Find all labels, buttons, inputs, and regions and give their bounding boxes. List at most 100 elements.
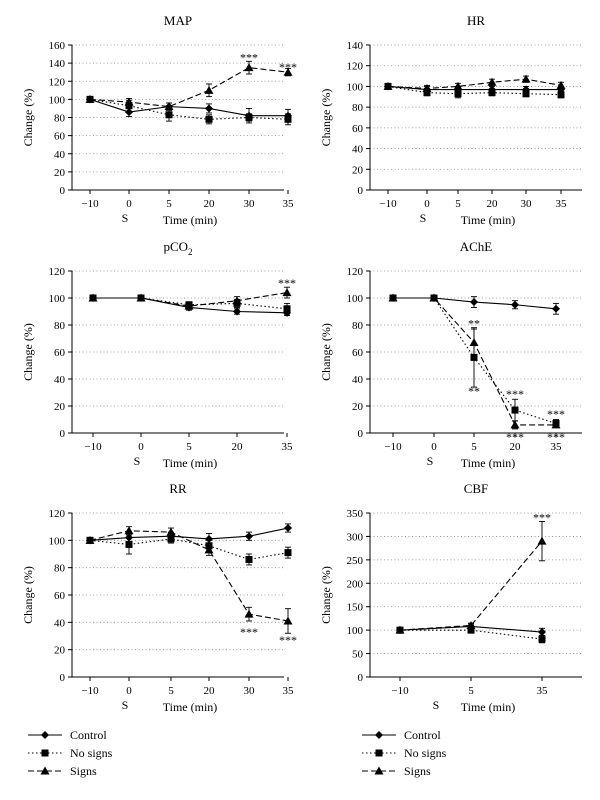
y-tick-label: 80	[54, 113, 66, 125]
x-tick-label: 20	[510, 441, 522, 453]
data-point	[283, 305, 291, 313]
data-point	[166, 527, 176, 536]
series-line	[399, 540, 543, 631]
x-tick-label: 5	[166, 198, 172, 210]
series-no-signs	[384, 82, 565, 99]
y-tick-label: 0	[60, 185, 66, 197]
legend-right: Control No signs Signs	[362, 728, 447, 778]
y-axis-label: Change (%)	[319, 89, 333, 147]
chart-title: RR	[169, 481, 187, 496]
chart-panel-rr: 0 20 40 60 80 100 120 −10 0 5 20 30 35 S Time (min) Cha…	[21, 481, 297, 714]
chart-title: CBF	[464, 481, 489, 496]
chart-title: AChE	[460, 239, 493, 254]
legend-marker	[375, 731, 383, 739]
data-point	[204, 545, 214, 554]
y-tick-label: 120	[49, 266, 66, 278]
significance-annotation: ***	[547, 407, 565, 421]
x-tick-label: −10	[391, 685, 409, 697]
y-tick-label: 100	[347, 625, 364, 637]
y-tick-label: 40	[54, 374, 66, 386]
data-point	[537, 536, 547, 545]
y-tick-label: 50	[352, 649, 364, 661]
y-axis-label: Change (%)	[21, 566, 35, 624]
legend-group: Control No signs Signs Control No signs Signs	[28, 728, 447, 778]
x-axis-label: Time (min)	[461, 213, 516, 227]
y-tick-label: 0	[60, 672, 66, 684]
data-point	[453, 81, 463, 90]
s-label: S	[420, 211, 427, 225]
data-point	[205, 115, 213, 123]
data-point	[552, 304, 560, 313]
legend-label: No signs	[404, 746, 447, 760]
data-point	[521, 74, 531, 83]
legend-label: Signs	[70, 764, 97, 778]
legend-marker	[375, 749, 383, 757]
data-point	[245, 114, 253, 121]
data-point	[395, 625, 405, 634]
significance-annotation: ***	[533, 511, 551, 525]
x-tick-label: 0	[126, 198, 132, 210]
data-point	[124, 97, 134, 106]
data-point	[85, 535, 95, 544]
s-label: S	[122, 211, 129, 225]
y-tick-label: 0	[60, 428, 66, 440]
x-axis-label: Time (min)	[461, 456, 516, 470]
data-point	[388, 293, 398, 302]
x-tick-label: 0	[431, 441, 437, 453]
data-point	[538, 628, 546, 637]
data-point	[124, 526, 134, 535]
x-tick-label: 35	[551, 441, 563, 453]
data-point	[522, 90, 530, 98]
data-point	[164, 102, 174, 111]
x-axis-label: Time (min)	[461, 700, 516, 714]
data-point	[422, 84, 432, 92]
y-axis-label: Change (%)	[319, 323, 333, 381]
legend-marker	[41, 749, 49, 757]
y-tick-label: 120	[347, 61, 364, 73]
series-line	[89, 527, 289, 541]
significance-annotation: ***	[240, 51, 258, 65]
x-tick-label: −10	[81, 685, 99, 697]
x-axis-label: Time (min)	[163, 456, 218, 470]
series-signs	[85, 526, 293, 634]
significance-annotation: ***	[547, 430, 565, 444]
y-tick-label: 160	[49, 40, 66, 52]
data-point	[488, 89, 496, 97]
y-tick-label: 80	[54, 563, 66, 575]
y-tick-label: 20	[54, 645, 66, 657]
data-point	[284, 115, 292, 123]
chart-panel-pco: 0 20 40 60 80 100 120 −10 0 5 20 35 S Time (min) Chang…	[21, 239, 296, 470]
x-tick-label: 30	[244, 198, 256, 210]
data-point	[244, 63, 254, 72]
series-line	[89, 98, 289, 120]
data-point	[470, 298, 478, 307]
y-tick-label: 40	[352, 144, 364, 156]
x-tick-label: 20	[232, 441, 244, 453]
chart-panel-map: 0 20 40 60 80 100 120 140 160 −10 0 5 20 30 35 S Time (m…	[21, 13, 297, 227]
data-point	[282, 288, 292, 297]
data-point	[125, 108, 133, 117]
series-line	[387, 78, 562, 90]
series-no-signs	[86, 534, 292, 566]
series-line	[387, 85, 561, 91]
data-point	[487, 77, 497, 86]
data-point	[165, 111, 173, 119]
x-tick-label: −10	[81, 198, 99, 210]
data-point	[511, 300, 519, 309]
x-tick-label: 30	[521, 198, 533, 210]
y-tick-label: 60	[54, 347, 66, 359]
y-tick-label: 350	[347, 508, 364, 520]
y-tick-label: 20	[54, 401, 66, 413]
y-axis-label: Change (%)	[21, 89, 35, 147]
x-tick-label: 35	[283, 685, 295, 697]
data-point	[283, 67, 293, 76]
series-signs	[85, 60, 293, 111]
data-point	[284, 549, 292, 557]
y-tick-label: 100	[49, 94, 66, 106]
data-point	[204, 85, 214, 94]
y-tick-label: 120	[347, 266, 364, 278]
y-tick-label: 100	[347, 293, 364, 305]
y-tick-label: 20	[54, 167, 66, 179]
